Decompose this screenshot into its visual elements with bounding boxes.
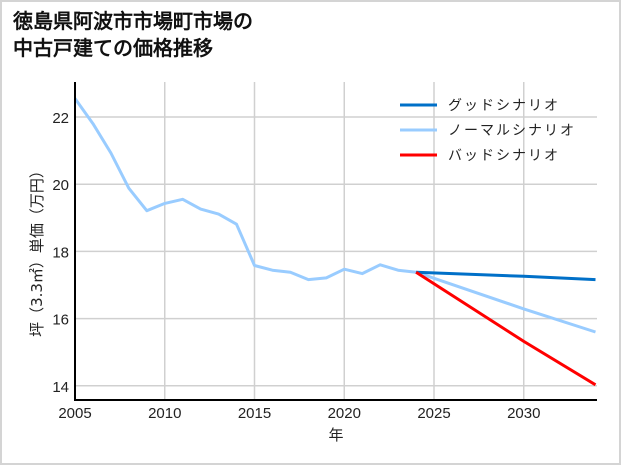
x-tick-label: 2020 xyxy=(328,405,361,422)
legend-label: グッドシナリオ xyxy=(448,98,560,114)
legend-label: バッドシナリオ xyxy=(448,148,560,164)
title-line-2: 中古戸建ての価格推移 xyxy=(13,36,213,60)
series-line xyxy=(416,270,596,282)
series-lines xyxy=(73,97,597,387)
x-axis-label: 年 xyxy=(328,426,343,444)
y-tick-label: 20 xyxy=(52,177,69,194)
x-tick-label: 2025 xyxy=(417,405,450,422)
y-tick-label: 14 xyxy=(52,379,69,396)
axes xyxy=(74,82,597,401)
y-axis-ticks: 14 16 18 20 22 xyxy=(52,110,69,396)
x-tick-label: 2030 xyxy=(507,405,540,422)
chart-title: 徳島県阿波市市場町市場の 中古戸建ての価格推移 xyxy=(13,8,253,62)
title-line-1: 徳島県阿波市市場町市場の xyxy=(13,9,253,33)
series-line xyxy=(73,97,596,334)
x-tick-label: 2015 xyxy=(238,405,271,422)
series-line xyxy=(415,270,597,387)
y-axis-label: 坪（3.3㎡）単価（万円） xyxy=(28,163,46,337)
y-tick-label: 16 xyxy=(52,312,69,329)
x-tick-label: 2005 xyxy=(58,405,91,422)
y-tick-label: 18 xyxy=(52,244,69,261)
legend-label: ノーマルシナリオ xyxy=(448,123,576,139)
x-tick-label: 2010 xyxy=(148,405,181,422)
y-tick-label: 22 xyxy=(52,110,69,127)
x-axis-ticks: 2005 2010 2015 2020 2025 2030 xyxy=(58,405,540,422)
